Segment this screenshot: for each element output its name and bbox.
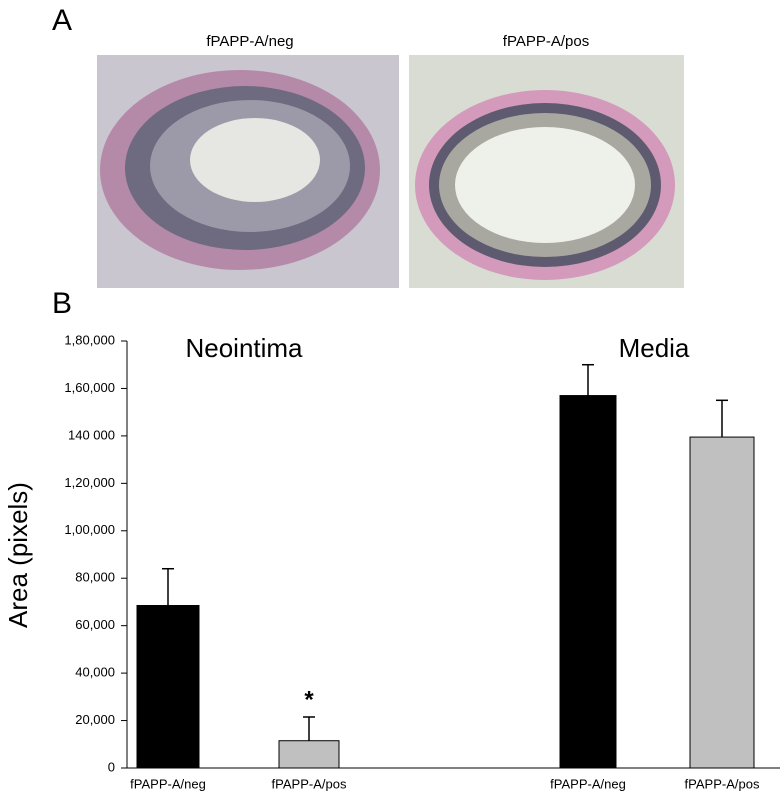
group-label: Neointima: [185, 333, 303, 363]
y-tick-label: 1,20,000: [64, 475, 115, 490]
y-tick-label: 1,80,000: [64, 332, 115, 347]
y-tick-label: 1,60,000: [64, 380, 115, 395]
x-tick-label: fPAPP-A/neg: [130, 776, 206, 791]
x-tick-label: fPAPP-A/pos: [272, 776, 347, 791]
x-tick-label: fPAPP-A/neg: [550, 776, 626, 791]
y-tick-label: 80,000: [75, 570, 115, 585]
annotation: *: [304, 686, 314, 713]
y-tick-label: 60,000: [75, 617, 115, 632]
panel-label: A: [52, 4, 72, 37]
y-tick-label: 140 000: [68, 427, 115, 442]
panel-label: B: [52, 287, 72, 320]
bar: [689, 436, 755, 769]
image-title: fPAPP-A/pos: [503, 33, 589, 50]
group-label: Media: [619, 333, 690, 363]
y-tick-label: 0: [108, 759, 115, 774]
image-title: fPAPP-A/neg: [206, 33, 293, 50]
y-tick-label: 40,000: [75, 665, 115, 680]
y-axis-label: Area (pixels): [3, 482, 33, 628]
bar: [136, 605, 200, 769]
bar: [278, 740, 340, 769]
y-tick-label: 1,00,000: [64, 522, 115, 537]
histology-image: [409, 55, 684, 288]
histology-image: [97, 55, 399, 288]
y-tick-label: 20,000: [75, 712, 115, 727]
bar: [559, 395, 617, 769]
x-tick-label: fPAPP-A/pos: [685, 776, 760, 791]
